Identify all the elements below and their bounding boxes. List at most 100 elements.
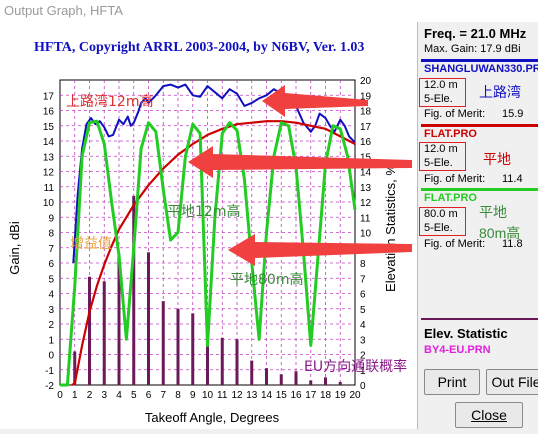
y2-tick-label: 20 — [360, 76, 372, 87]
x-axis-label: Takeoff Angle, Degrees — [145, 410, 280, 425]
chart-title: HFTA, Copyright ARRL 2003-2004, by N6BV,… — [34, 40, 364, 55]
elevation-bar — [132, 195, 136, 385]
elevation-bar — [220, 337, 224, 385]
series-line-flat-80m — [60, 119, 357, 387]
y-tick-label: 9 — [48, 213, 54, 224]
elevation-bar — [309, 380, 313, 385]
annotation-zengyi: 增益值 — [70, 236, 112, 252]
x-tick-label: 8 — [175, 390, 181, 401]
series-line-flat-12m — [71, 120, 356, 386]
y2-tick-label: 10 — [360, 229, 372, 240]
y2-tick-label: 13 — [360, 183, 372, 194]
y2-tick-label: 16 — [360, 137, 372, 148]
legend-line-red — [421, 124, 538, 127]
y2-tick-label: 2 — [360, 351, 366, 362]
y2-tick-label: 1 — [360, 366, 366, 377]
x-tick-label: 18 — [320, 390, 332, 401]
close-button[interactable]: Close — [455, 402, 523, 428]
elevation-bar — [147, 252, 150, 385]
series-lines — [60, 83, 357, 387]
x-tick-label: 2 — [87, 390, 93, 401]
elevation-bar — [250, 360, 254, 385]
x-tick-label: 5 — [131, 390, 137, 401]
x-tick-label: 16 — [290, 390, 302, 401]
y2-tick-label: 11 — [360, 213, 371, 224]
legend-height-2: 12.0 m — [424, 143, 458, 155]
legend-height-1: 12.0 m — [424, 79, 458, 91]
x-tick-label: 4 — [116, 390, 122, 401]
legend-elements-3: 5-Ele. — [424, 222, 453, 234]
y2-tick-label: 4 — [360, 320, 366, 331]
y-tick-label: 6 — [48, 259, 54, 270]
elevation-bar — [102, 281, 106, 385]
y-tick-label: 16 — [43, 107, 55, 118]
out-file-button[interactable]: Out File — [486, 369, 538, 395]
elev-statistic-file: BY4-EU.PRN — [424, 344, 491, 356]
legend-tag-3b: 80m高 — [479, 225, 521, 241]
x-tick-label: 13 — [246, 390, 258, 401]
elevation-bar — [73, 351, 77, 385]
annotation-flat-80m: 平地80m高 — [230, 271, 303, 288]
x-tick-label: 6 — [146, 390, 152, 401]
legend-height-3: 80.0 m — [424, 208, 458, 220]
elevation-bar — [161, 301, 165, 385]
x-tick-label: 7 — [160, 390, 166, 401]
y2-tick-label: 19 — [360, 91, 372, 102]
y-tick-label: -1 — [45, 366, 54, 377]
legend-file-2: FLAT.PRO — [424, 128, 477, 140]
legend-fom-label-3: Fig. of Merit: — [424, 238, 486, 250]
y2-tick-label: 0 — [360, 381, 366, 392]
legend-fom-label-2: Fig. of Merit: — [424, 173, 486, 185]
y-tick-label: 15 — [43, 122, 55, 133]
graph-area: 0 1 2 3 4 5 6 7 8 9 10 11 12 13 14 15 16 17 18 19 20 -2 -1 0 1 2… — [0, 22, 417, 429]
x-tick-label: 19 — [335, 390, 347, 401]
y-tick-label: 4 — [48, 290, 54, 301]
elevation-bar — [235, 339, 239, 385]
x-tick-label: 10 — [202, 390, 214, 401]
legend-elements-1: 5-Ele. — [424, 93, 453, 105]
y2-tick-label: 14 — [360, 168, 372, 179]
legend-line-green — [421, 188, 538, 191]
elevation-bar — [191, 313, 195, 385]
annotation-arrows — [188, 85, 412, 266]
arrow-shangluwan — [262, 85, 368, 117]
x-axis-ticks: 0 1 2 3 4 5 6 7 8 9 10 11 12 13 14 15 16 17 18 19 20 — [57, 390, 361, 401]
y-axis-label: Gain, dBi — [7, 221, 22, 275]
y-tick-label: 11 — [44, 183, 55, 194]
y-tick-label: 14 — [43, 137, 55, 148]
y-tick-label: 17 — [43, 91, 55, 102]
x-tick-label: 12 — [231, 390, 243, 401]
y-tick-label: 13 — [43, 152, 55, 163]
y-tick-label: 7 — [48, 244, 54, 255]
x-tick-label: 3 — [101, 390, 107, 401]
elevation-bar — [279, 374, 283, 385]
frequency-label: Freq. = 21.0 MHz — [424, 26, 527, 41]
y2-tick-label: 3 — [360, 335, 366, 346]
elevation-bar — [265, 368, 268, 385]
y2-tick-label: 18 — [360, 107, 372, 118]
elevation-bars — [73, 195, 342, 385]
legend-tag-1: 上路湾 — [479, 84, 521, 100]
y2-tick-label: 6 — [360, 290, 366, 301]
x-tick-label: 15 — [276, 390, 288, 401]
max-gain-label: Max. Gain: 17.9 dBi — [424, 43, 521, 55]
x-tick-label: 0 — [57, 390, 63, 401]
y-tick-label: 5 — [48, 274, 54, 285]
y-tick-label: 10 — [43, 198, 55, 209]
elev-statistic-label: Elev. Statistic — [424, 326, 508, 341]
arrow-flat-80m — [228, 234, 412, 266]
elevation-bar — [294, 371, 298, 385]
y-tick-label: 2 — [48, 320, 54, 331]
legend-box-1 — [419, 78, 466, 107]
elev-divider — [421, 318, 538, 320]
legend-tag-2: 平地 — [483, 151, 511, 167]
annotation-eu-probability: EU方向通联概率 — [304, 358, 407, 375]
print-button[interactable]: Print — [424, 369, 480, 395]
legend-elements-2: 5-Ele. — [424, 157, 453, 169]
y-tick-label: 3 — [48, 305, 54, 316]
legend-tag-3: 平地 — [479, 204, 507, 220]
x-tick-label: 9 — [190, 390, 196, 401]
window-title: Output Graph, HFTA — [4, 3, 123, 18]
x-tick-label: 1 — [72, 390, 78, 401]
